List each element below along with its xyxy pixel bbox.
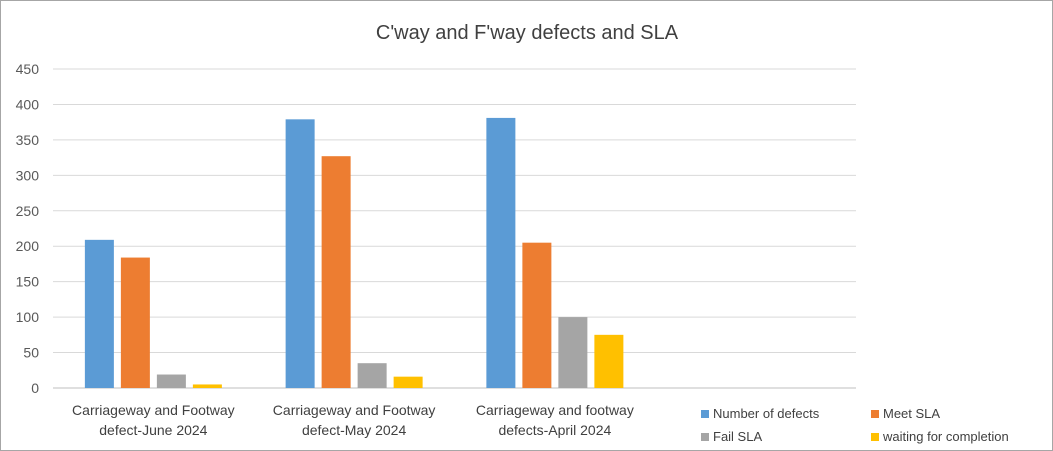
bar-meet-sla-2 bbox=[321, 156, 351, 388]
bar-fail-sla-2 bbox=[357, 363, 387, 388]
legend: Number of defects Meet SLA Fail SLA waiting… bbox=[701, 406, 1009, 444]
legend-swatch bbox=[701, 410, 709, 418]
x-category-label: defect-June 2024 bbox=[99, 422, 207, 438]
x-axis-labels: Carriageway and Footway defect-June 2024 C… bbox=[72, 402, 634, 438]
y-tick-label: 250 bbox=[16, 203, 40, 219]
y-tick-label: 50 bbox=[23, 345, 39, 361]
legend-swatch bbox=[871, 410, 879, 418]
legend-swatch bbox=[871, 433, 879, 441]
y-axis-ticks: 0 50 100 150 200 250 300 350 400 450 bbox=[16, 61, 40, 396]
chart-title: C'way and F'way defects and SLA bbox=[376, 22, 679, 44]
y-tick-label: 0 bbox=[31, 380, 39, 396]
x-category-label: defects-April 2024 bbox=[498, 422, 611, 438]
bar-meet-sla-1 bbox=[120, 257, 150, 388]
y-tick-label: 300 bbox=[16, 167, 40, 183]
x-category-label: defect-May 2024 bbox=[302, 422, 406, 438]
x-category-label: Carriageway and footway bbox=[476, 402, 634, 418]
bar-waiting-for-completion-2 bbox=[393, 376, 423, 388]
x-category-label: Carriageway and Footway bbox=[72, 402, 235, 418]
legend-label: Meet SLA bbox=[883, 406, 940, 421]
gridlines bbox=[53, 68, 856, 389]
y-tick-label: 150 bbox=[16, 274, 40, 290]
bar-number-of-defects-3 bbox=[486, 117, 516, 388]
y-tick-label: 350 bbox=[16, 132, 40, 148]
legend-label: Number of defects bbox=[713, 406, 820, 421]
legend-swatch bbox=[701, 433, 709, 441]
bar-meet-sla-3 bbox=[522, 242, 552, 388]
bar-number-of-defects-1 bbox=[84, 239, 114, 388]
legend-label: Fail SLA bbox=[713, 429, 762, 444]
y-tick-label: 400 bbox=[16, 96, 40, 112]
bar-fail-sla-3 bbox=[558, 317, 588, 388]
bar-fail-sla-1 bbox=[156, 374, 186, 388]
bar-waiting-for-completion-3 bbox=[594, 334, 624, 388]
y-tick-label: 100 bbox=[16, 309, 40, 325]
bar-waiting-for-completion-1 bbox=[192, 384, 222, 388]
y-tick-label: 200 bbox=[16, 238, 40, 254]
x-category-label: Carriageway and Footway bbox=[273, 402, 436, 418]
legend-label: waiting for completion bbox=[882, 429, 1009, 444]
bar-number-of-defects-2 bbox=[285, 119, 315, 388]
bars bbox=[84, 117, 624, 388]
y-tick-label: 450 bbox=[16, 61, 40, 77]
